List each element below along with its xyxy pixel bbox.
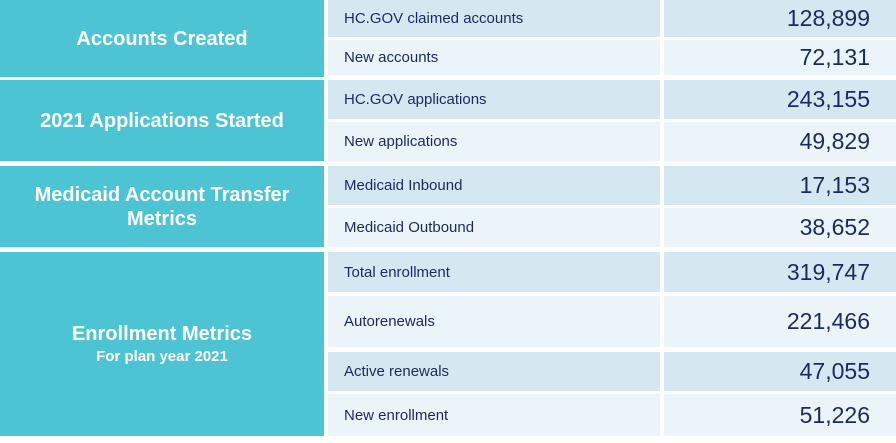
- table-row: Medicaid Inbound 17,153: [328, 166, 896, 205]
- section-applications-started: 2021 Applications Started: [0, 80, 324, 161]
- metric-value: 17,153: [664, 166, 896, 205]
- section-title: Enrollment Metrics: [71, 323, 253, 345]
- data-rows-column: HC.GOV claimed accounts 128,899 New acco…: [328, 0, 896, 436]
- section-title: Accounts Created: [76, 27, 248, 50]
- metric-label: New applications: [328, 122, 660, 161]
- section-accounts-created: Accounts Created: [0, 0, 324, 77]
- section-column: Accounts Created 2021 Applications Start…: [0, 0, 324, 436]
- section-enrollment-metrics: Enrollment Metrics For plan year 2021: [0, 252, 324, 436]
- table-row: Total enrollment 319,747: [328, 252, 896, 292]
- metric-label: HC.GOV claimed accounts: [328, 0, 660, 37]
- metric-value: 47,055: [664, 352, 896, 391]
- metric-label: Medicaid Outbound: [328, 208, 660, 247]
- metric-label: Active renewals: [328, 352, 660, 391]
- metric-value: 221,466: [664, 296, 896, 347]
- table-row: Medicaid Outbound 38,652: [328, 208, 896, 247]
- metric-label: Autorenewals: [328, 296, 660, 347]
- metric-value: 319,747: [664, 252, 896, 292]
- table-row: New enrollment 51,226: [328, 394, 896, 436]
- table-row: New accounts 72,131: [328, 40, 896, 75]
- metric-label: HC.GOV applications: [328, 80, 660, 119]
- metric-label: Medicaid Inbound: [328, 166, 660, 205]
- metric-value: 51,226: [664, 394, 896, 436]
- metric-label: New enrollment: [328, 394, 660, 436]
- metric-label: Total enrollment: [328, 252, 660, 292]
- section-subtitle: For plan year 2021: [96, 348, 228, 365]
- table-row: Active renewals 47,055: [328, 352, 896, 391]
- table-row: New applications 49,829: [328, 122, 896, 161]
- table-row: Autorenewals 221,466: [328, 296, 896, 347]
- metric-value: 49,829: [664, 122, 896, 161]
- metric-value: 38,652: [664, 208, 896, 247]
- metric-value: 128,899: [664, 0, 896, 37]
- section-medicaid-transfer: Medicaid Account Transfer Metrics: [0, 166, 324, 247]
- metric-label: New accounts: [328, 40, 660, 75]
- table-row: HC.GOV applications 243,155: [328, 80, 896, 119]
- section-title: 2021 Applications Started: [40, 109, 284, 132]
- metric-value: 72,131: [664, 40, 896, 75]
- table-row: HC.GOV claimed accounts 128,899: [328, 0, 896, 37]
- metric-value: 243,155: [664, 80, 896, 119]
- section-title: Medicaid Account Transfer Metrics: [34, 183, 290, 230]
